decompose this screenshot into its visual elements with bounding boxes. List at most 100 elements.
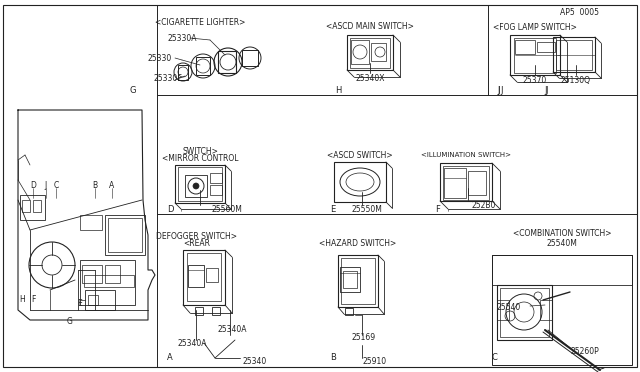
Bar [500, 288, 549, 337]
Text: J: J [500, 86, 502, 94]
Bar [33, 200, 41, 212]
Bar [105, 265, 120, 283]
Text: <MIRROR CONTROL: <MIRROR CONTROL [162, 154, 238, 163]
Text: D: D [167, 205, 173, 214]
Bar [340, 267, 360, 292]
Bar [371, 43, 386, 61]
Text: F: F [435, 205, 440, 214]
Bar [178, 167, 222, 201]
Text: J: J [544, 86, 547, 94]
Bar [345, 308, 353, 315]
Bar [468, 171, 486, 195]
Bar [537, 42, 555, 52]
Text: 25130Q: 25130Q [561, 76, 591, 84]
Text: 25540M: 25540M [547, 238, 577, 247]
Text: 25560M: 25560M [212, 205, 243, 214]
Bar [20, 195, 45, 220]
Bar [88, 295, 98, 305]
Bar [187, 253, 221, 301]
Bar [341, 258, 375, 304]
Bar [351, 40, 369, 64]
Text: SWITCH>: SWITCH> [182, 147, 218, 155]
Bar [80, 260, 135, 305]
Text: 25340A: 25340A [178, 340, 207, 349]
Bar [515, 40, 535, 54]
Text: <ASCD MAIN SWITCH>: <ASCD MAIN SWITCH> [326, 22, 414, 31]
Bar [22, 200, 30, 212]
Bar [175, 165, 225, 203]
Text: 25540: 25540 [497, 304, 521, 312]
Bar [206, 268, 218, 282]
Bar [196, 57, 210, 75]
Text: <HAZARD SWITCH>: <HAZARD SWITCH> [319, 238, 397, 247]
Bar [444, 168, 466, 198]
Text: 25550M: 25550M [352, 205, 383, 214]
Text: 25370: 25370 [523, 76, 547, 84]
Text: G: G [67, 317, 73, 327]
Bar [510, 35, 560, 75]
Text: H: H [335, 86, 341, 94]
Text: 25169: 25169 [352, 334, 376, 343]
Bar [183, 250, 225, 305]
Bar [343, 271, 357, 288]
Text: 25340X: 25340X [355, 74, 385, 83]
Text: <ILLUMINATION SWITCH>: <ILLUMINATION SWITCH> [421, 152, 511, 158]
Bar [338, 255, 378, 307]
Bar [242, 50, 258, 66]
Bar [350, 38, 390, 68]
Text: C: C [53, 180, 59, 189]
Text: 25330: 25330 [147, 54, 172, 62]
Text: J: J [45, 180, 47, 189]
Text: 25330A: 25330A [168, 33, 198, 42]
Bar [210, 173, 222, 183]
Text: <COMBINATION SWITCH>: <COMBINATION SWITCH> [513, 228, 611, 237]
Bar [178, 65, 188, 80]
Circle shape [193, 183, 199, 189]
Text: E: E [77, 298, 83, 308]
Bar [212, 307, 220, 315]
Bar [492, 255, 632, 365]
Text: 25340: 25340 [243, 357, 267, 366]
Bar [553, 37, 595, 72]
Text: A: A [167, 353, 173, 362]
Bar [185, 175, 207, 197]
Bar [443, 166, 489, 200]
Text: B: B [92, 180, 97, 189]
Text: <FOG LAMP SWITCH>: <FOG LAMP SWITCH> [493, 22, 577, 32]
Bar [492, 255, 632, 285]
Text: J: J [497, 86, 499, 94]
Bar [334, 162, 386, 202]
Text: 25910: 25910 [363, 357, 387, 366]
Text: E: E [330, 205, 335, 214]
Bar [210, 185, 222, 195]
Text: 252B0: 252B0 [472, 201, 497, 209]
Text: <ASCD SWITCH>: <ASCD SWITCH> [327, 151, 393, 160]
Text: 25340A: 25340A [218, 326, 248, 334]
Bar [556, 40, 592, 70]
Text: 25260P: 25260P [571, 347, 600, 356]
Bar [84, 275, 134, 287]
Bar [497, 285, 552, 340]
Bar [497, 300, 509, 320]
Text: DEFOGGER SWITCH>: DEFOGGER SWITCH> [157, 231, 237, 241]
Bar [195, 307, 203, 315]
Text: B: B [330, 353, 336, 362]
Text: G: G [130, 86, 136, 94]
Text: J: J [545, 86, 547, 94]
Bar [80, 215, 102, 230]
Text: A: A [109, 180, 115, 189]
Bar [540, 300, 552, 320]
Text: 25330E: 25330E [153, 74, 182, 83]
Bar [218, 51, 236, 73]
Bar [105, 215, 145, 255]
Text: <REAR: <REAR [184, 238, 211, 247]
Bar [82, 265, 102, 283]
Bar [108, 218, 142, 252]
Text: C: C [492, 353, 498, 362]
Text: F: F [31, 295, 35, 305]
Bar [514, 38, 556, 73]
Text: <CIGARETTE LIGHTER>: <CIGARETTE LIGHTER> [155, 17, 245, 26]
Text: H: H [19, 295, 25, 305]
Text: D: D [30, 180, 36, 189]
Bar [188, 265, 204, 287]
